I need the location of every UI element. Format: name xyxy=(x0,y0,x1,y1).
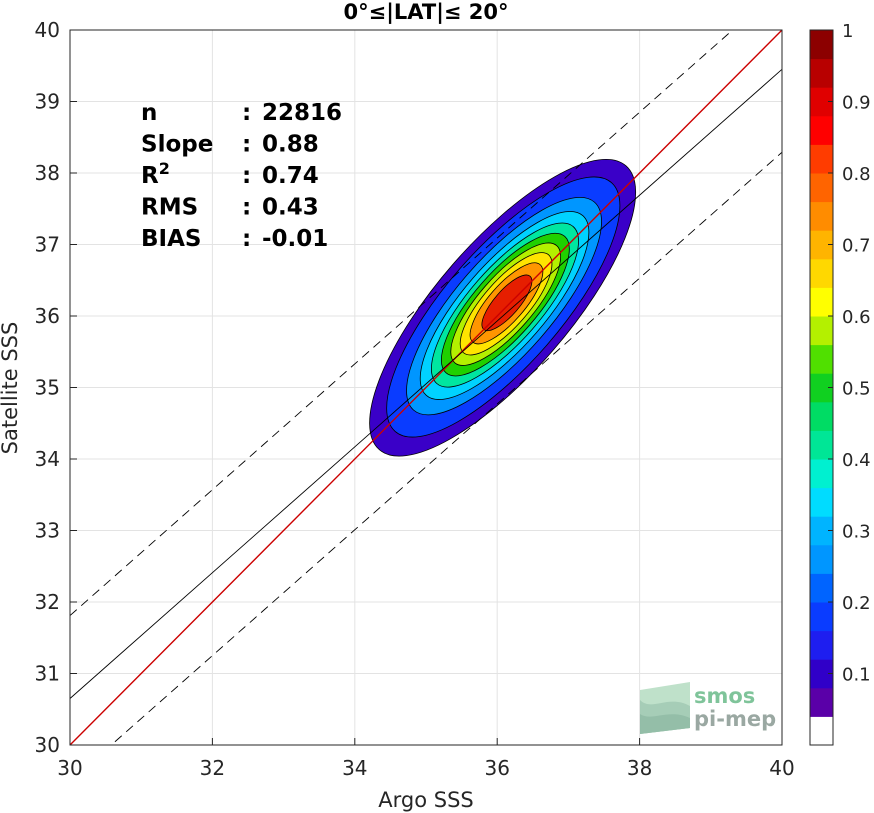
stat-value: 0.74 xyxy=(262,163,319,189)
x-axis-ticks: 30 32 34 36 38 40 xyxy=(57,738,795,780)
colorbar-segment xyxy=(810,516,833,546)
colorbar-segment xyxy=(810,430,833,460)
colorbar-tick-label: 0.9 xyxy=(842,93,871,114)
colorbar-segment xyxy=(810,630,833,660)
colorbar-segment xyxy=(810,487,833,517)
colorbar-segment xyxy=(810,459,833,489)
smos-pi-mep-logo: smos pi-mep xyxy=(640,682,776,734)
colorbar: 0.1 0.2 0.3 0.4 0.5 0.6 0.7 0.8 0.9 1 xyxy=(809,21,871,746)
y-tick-label: 36 xyxy=(35,304,60,328)
stat-separator: : xyxy=(242,163,251,189)
colorbar-segment xyxy=(810,201,833,231)
colorbar-segment xyxy=(810,573,833,603)
y-tick-label: 37 xyxy=(35,233,60,257)
colorbar-tick-label: 0.6 xyxy=(842,307,871,328)
stat-value: 22816 xyxy=(262,100,342,126)
stat-value: 0.88 xyxy=(262,132,319,158)
logo-text-pi-mep: pi-mep xyxy=(694,707,776,731)
y-tick-label: 40 xyxy=(35,18,60,42)
stat-value: -0.01 xyxy=(262,226,328,252)
upper-confidence-line xyxy=(70,30,734,616)
y-tick-label: 30 xyxy=(35,733,60,757)
colorbar-segment xyxy=(810,316,833,346)
colorbar-segment xyxy=(810,230,833,260)
colorbar-segment xyxy=(810,30,833,60)
logo-text-smos: smos xyxy=(694,684,755,708)
fit-lines xyxy=(70,30,782,745)
colorbar-segment xyxy=(810,716,833,746)
y-tick-label: 35 xyxy=(35,376,60,400)
logo-graphic xyxy=(640,682,690,734)
x-tick-label: 36 xyxy=(484,756,509,780)
colorbar-segment xyxy=(810,602,833,632)
colorbar-segment xyxy=(810,287,833,317)
stat-value: 0.43 xyxy=(262,195,319,221)
regression-line xyxy=(70,68,782,699)
colorbar-tick-label: 0.8 xyxy=(842,164,871,185)
x-tick-label: 40 xyxy=(769,756,794,780)
stat-label: n xyxy=(141,100,157,126)
y-tick-label: 34 xyxy=(35,447,60,471)
colorbar-segment xyxy=(810,659,833,689)
x-tick-label: 38 xyxy=(627,756,652,780)
y-axis-ticks: 30 31 32 33 34 35 36 37 38 39 40 xyxy=(35,18,77,757)
x-tick-label: 32 xyxy=(200,756,225,780)
grid xyxy=(69,29,783,746)
stat-separator: : xyxy=(242,195,251,221)
colorbar-segment xyxy=(810,258,833,288)
x-tick-label: 30 xyxy=(57,756,82,780)
colorbar-tick-label: 0.3 xyxy=(842,522,871,543)
stat-separator: : xyxy=(242,132,251,158)
colorbar-segment xyxy=(810,344,833,374)
colorbar-segment xyxy=(810,173,833,203)
y-tick-label: 39 xyxy=(35,90,60,114)
stat-label: RMS xyxy=(141,195,198,221)
y-tick-label: 32 xyxy=(35,590,60,614)
colorbar-segment xyxy=(810,144,833,174)
colorbar-tick-label: 0.2 xyxy=(842,593,871,614)
stat-label: BIAS xyxy=(141,226,201,252)
colorbar-segment xyxy=(810,58,833,88)
y-axis-label: Satellite SSS xyxy=(0,322,22,455)
identity-line xyxy=(70,30,782,745)
y-tick-label: 33 xyxy=(35,519,60,543)
colorbar-tick-label: 0.1 xyxy=(842,665,871,686)
stat-label: Slope xyxy=(141,132,213,158)
colorbar-segment xyxy=(810,544,833,574)
lower-confidence-line xyxy=(110,151,782,745)
y-tick-label: 31 xyxy=(35,662,60,686)
stat-separator: : xyxy=(242,100,251,126)
chart-title: 0°≤|LAT|≤ 20° xyxy=(343,0,508,25)
x-tick-label: 34 xyxy=(342,756,367,780)
stat-separator: : xyxy=(242,226,251,252)
colorbar-tick-label: 0.7 xyxy=(842,236,871,257)
colorbar-segment xyxy=(810,687,833,717)
x-axis-label: Argo SSS xyxy=(378,788,473,812)
colorbar-tick-label: 0.5 xyxy=(842,379,871,400)
colorbar-tick-label: 0.4 xyxy=(842,450,871,471)
colorbar-segment xyxy=(810,87,833,117)
colorbar-tick-label: 1 xyxy=(842,21,853,42)
y-tick-label: 38 xyxy=(35,161,60,185)
colorbar-segment xyxy=(810,115,833,145)
colorbar-segment xyxy=(810,401,833,431)
stat-label: R2 xyxy=(141,159,170,189)
colorbar-segment xyxy=(810,373,833,403)
stats-box: n: 22816 Slope: 0.88 R2: 0.74 RMS: 0.43 BIAS… xyxy=(141,100,342,252)
